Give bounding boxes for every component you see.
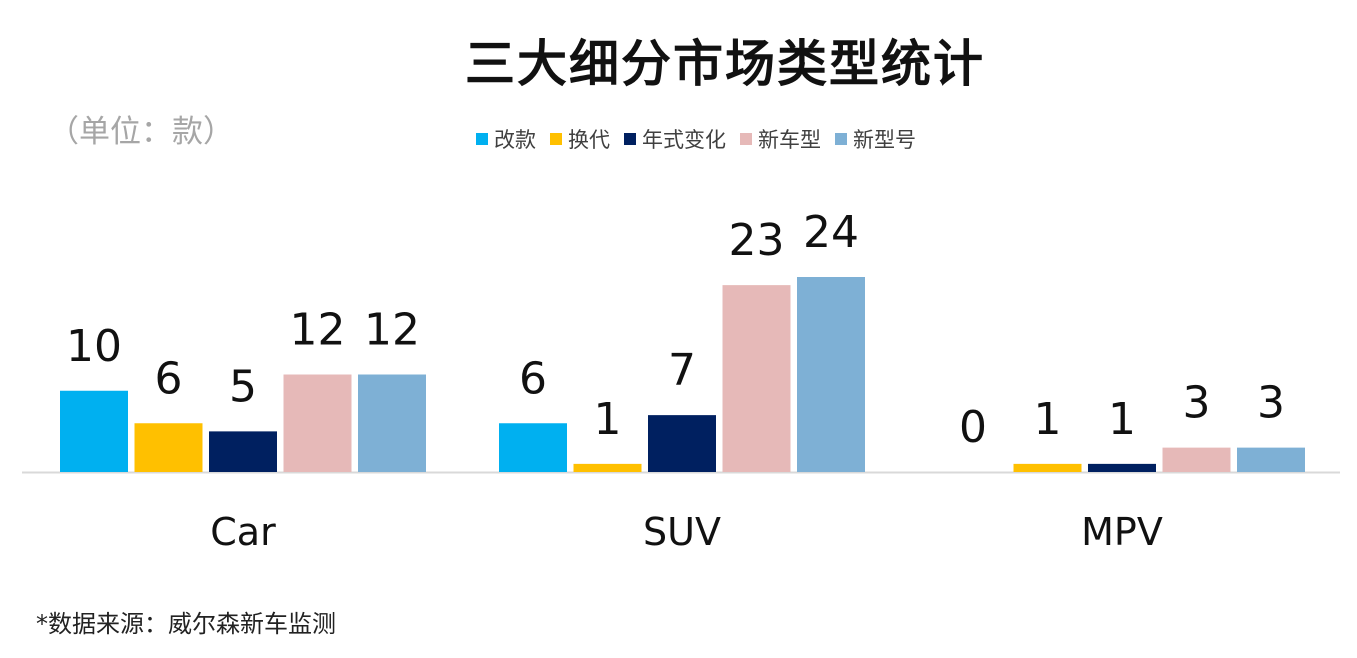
category-label-suv: SUV [643, 510, 721, 554]
legend-item-2: 年式变化 [624, 124, 726, 154]
chart-title: 三大细分市场类型统计 [465, 35, 985, 93]
data-label-suv-1: 1 [594, 394, 622, 445]
legend-item-1: 换代 [550, 124, 610, 154]
bar-mpv-4 [1237, 447, 1305, 472]
data-label-mpv-1: 1 [1034, 394, 1062, 445]
bar-suv-0 [499, 423, 567, 472]
legend-label-3: 新车型 [758, 128, 821, 152]
bar-suv-2 [648, 415, 716, 472]
bar-car-1 [134, 423, 203, 472]
unit-label: （单位：款） [48, 114, 234, 150]
bar-mpv-3 [1162, 447, 1231, 472]
legend-label-2: 年式变化 [642, 128, 726, 152]
data-label-mpv-3: 3 [1183, 378, 1211, 429]
bar-car-0 [60, 390, 128, 472]
bar-car-4 [358, 374, 426, 472]
data-label-car-1: 6 [155, 353, 183, 404]
legend-swatch-2 [624, 133, 636, 145]
data-label-mpv-4: 3 [1257, 378, 1285, 429]
legend-label-0: 改款 [494, 128, 536, 152]
bar-suv-4 [797, 277, 865, 472]
legend-item-0: 改款 [476, 124, 536, 154]
source-note: *数据来源：威尔森新车监测 [36, 610, 336, 638]
legend-item-3: 新车型 [740, 124, 821, 154]
legend-label-1: 换代 [568, 128, 610, 152]
data-label-suv-4: 24 [803, 207, 859, 258]
legend-label-4: 新型号 [853, 128, 916, 152]
data-label-mpv-0: 0 [959, 402, 987, 453]
data-label-suv-0: 6 [519, 353, 547, 404]
legend-item-4: 新型号 [835, 124, 916, 154]
legend-swatch-1 [550, 133, 562, 145]
data-label-car-0: 10 [66, 321, 122, 372]
legend: 改款 换代 年式变化 新车型 新型号 [476, 125, 930, 153]
legend-swatch-3 [740, 133, 752, 145]
data-label-car-2: 5 [229, 361, 257, 412]
bar-mpv-1 [1013, 463, 1082, 472]
legend-swatch-4 [835, 133, 847, 145]
legend-swatch-0 [476, 133, 488, 145]
bar-suv-3 [722, 285, 791, 472]
bar-car-3 [283, 374, 352, 472]
bar-car-2 [209, 431, 277, 472]
bar-mpv-2 [1088, 463, 1156, 472]
data-label-suv-3: 23 [729, 215, 785, 266]
data-label-car-4: 12 [364, 305, 420, 356]
category-label-car: Car [210, 510, 276, 554]
data-label-mpv-2: 1 [1108, 394, 1136, 445]
data-label-car-3: 12 [290, 305, 346, 356]
bar-suv-1 [573, 463, 642, 472]
data-label-suv-2: 7 [668, 345, 696, 396]
category-label-mpv: MPV [1081, 510, 1163, 554]
